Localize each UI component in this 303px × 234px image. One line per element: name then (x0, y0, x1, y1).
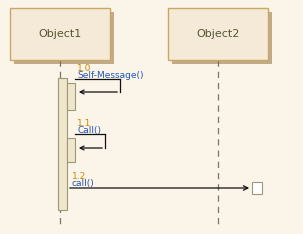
Bar (172, 12, 272, 64)
Text: Object1: Object1 (38, 29, 82, 39)
Bar (252, 182, 262, 194)
Bar (168, 8, 268, 60)
Text: 1.1: 1.1 (77, 119, 92, 128)
Bar (67, 138, 75, 162)
Bar (58, 78, 67, 210)
Bar (14, 12, 114, 64)
Bar (67, 83, 75, 110)
Text: Object2: Object2 (196, 29, 240, 39)
Bar (10, 8, 110, 60)
Text: call(): call() (72, 179, 95, 188)
Text: 1.0: 1.0 (77, 64, 92, 73)
Text: Call(): Call() (77, 126, 101, 135)
Text: Self-Message(): Self-Message() (77, 71, 144, 80)
Text: 1.2: 1.2 (72, 172, 86, 181)
